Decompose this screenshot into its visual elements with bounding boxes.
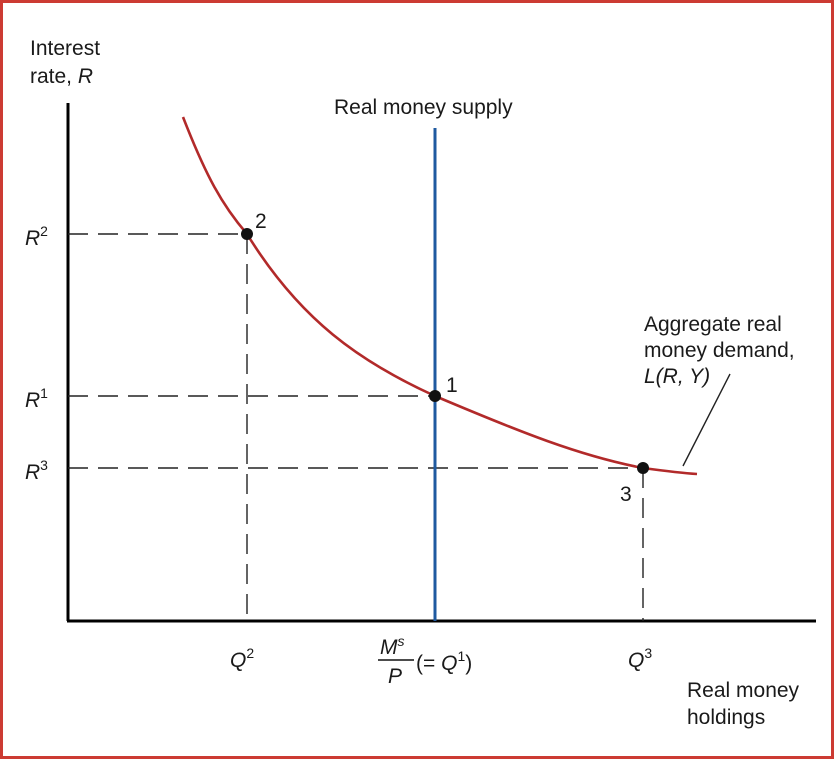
ms-denominator: P xyxy=(388,665,402,688)
y-tick-r2: R2 xyxy=(25,223,48,250)
x-tick-q2: Q2 xyxy=(230,645,254,672)
money-demand-curve xyxy=(181,116,698,476)
x-axis-title-line2: holdings xyxy=(687,706,765,729)
point-1-label: 1 xyxy=(446,374,458,397)
x-tick-ms-over-p: Ms P (= Q1) xyxy=(378,633,472,688)
demand-label-leader xyxy=(682,373,731,467)
y-tick-r1: R1 xyxy=(25,385,48,412)
point-2-label: 2 xyxy=(255,210,267,233)
money-supply-label: Real money supply xyxy=(334,96,513,119)
x-axis-title-line1: Real money xyxy=(687,679,800,702)
x-tick-q3: Q3 xyxy=(628,645,652,672)
point-1 xyxy=(429,390,441,402)
point-3-label: 3 xyxy=(620,483,632,506)
point-2 xyxy=(241,228,253,240)
ms-numerator: Ms xyxy=(380,633,405,659)
y-tick-r3: R3 xyxy=(25,457,48,484)
demand-label-line3: L(R, Y) xyxy=(644,365,710,388)
ms-equals-q1: (= Q1) xyxy=(416,648,472,675)
demand-label-line1: Aggregate real xyxy=(644,313,782,336)
y-axis-title-line1: Interest xyxy=(30,37,100,60)
y-axis-title-line2: rate, R xyxy=(30,65,93,88)
point-3 xyxy=(637,462,649,474)
demand-label-line2: money demand, xyxy=(644,339,795,362)
